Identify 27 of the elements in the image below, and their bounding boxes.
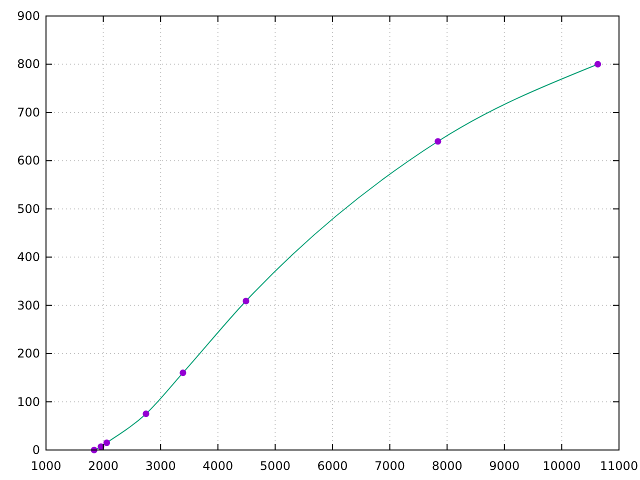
x-tick-label: 4000 bbox=[202, 459, 234, 473]
point bbox=[434, 138, 442, 145]
x-tick-label: 2000 bbox=[88, 459, 119, 473]
y-tick-label: 100 bbox=[17, 394, 40, 409]
x-tick-label: 10000 bbox=[542, 459, 581, 473]
point bbox=[242, 298, 250, 304]
point bbox=[103, 439, 110, 446]
x-tick-label: 8000 bbox=[432, 459, 462, 473]
y-tick-label: 500 bbox=[17, 202, 40, 216]
x-tick-label: 9000 bbox=[489, 459, 520, 473]
y-tick-label: 600 bbox=[17, 154, 40, 168]
x-tick-label: 3000 bbox=[145, 459, 176, 473]
y-tick-label: 900 bbox=[17, 9, 40, 23]
x-tick-label: 5000 bbox=[260, 459, 290, 473]
point bbox=[142, 410, 150, 418]
x-tick-label: 1000 bbox=[30, 459, 62, 473]
x-tick-label: 7000 bbox=[374, 459, 406, 473]
point bbox=[594, 60, 602, 68]
y-tick-label: 800 bbox=[17, 57, 40, 72]
y-tick-label: 700 bbox=[17, 105, 40, 120]
point bbox=[180, 370, 186, 376]
y-tick-label: 400 bbox=[17, 250, 40, 264]
y-tick-label: 0 bbox=[32, 443, 40, 457]
y-tick-label: 200 bbox=[17, 346, 40, 361]
x-tick-label: 6000 bbox=[317, 459, 348, 473]
y-tick-label: 300 bbox=[17, 298, 40, 312]
x-tick-label: 11000 bbox=[600, 459, 638, 473]
